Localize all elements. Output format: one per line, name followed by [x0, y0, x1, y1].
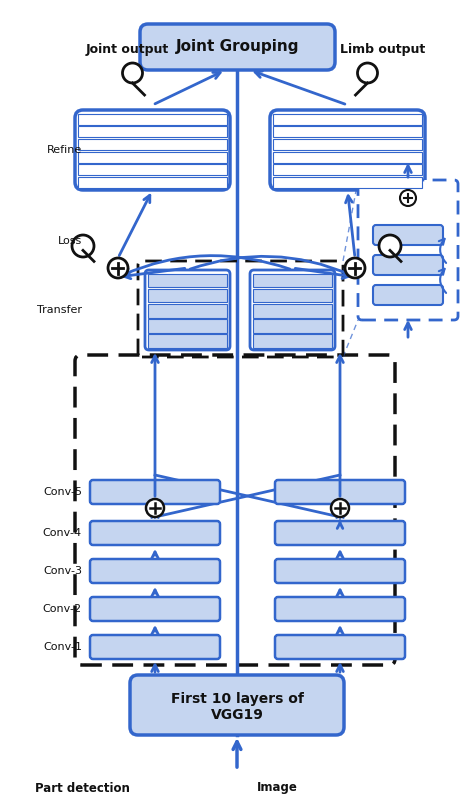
- Text: Conv-2: Conv-2: [43, 604, 82, 614]
- Text: Part detection: Part detection: [35, 782, 129, 795]
- FancyBboxPatch shape: [275, 521, 405, 545]
- Text: Conv-1: Conv-1: [43, 642, 82, 652]
- Text: Joint output: Joint output: [86, 44, 169, 57]
- Text: Conv-5: Conv-5: [43, 487, 82, 497]
- Bar: [253, 274, 332, 288]
- Text: Image: Image: [256, 782, 298, 795]
- FancyBboxPatch shape: [373, 225, 443, 245]
- Bar: [148, 319, 227, 333]
- Text: Joint Grouping: Joint Grouping: [176, 40, 299, 54]
- FancyBboxPatch shape: [90, 597, 220, 621]
- Bar: [253, 304, 332, 318]
- Bar: [273, 113, 422, 125]
- FancyBboxPatch shape: [270, 110, 425, 190]
- Circle shape: [357, 63, 377, 83]
- Circle shape: [122, 63, 143, 83]
- Circle shape: [331, 499, 349, 517]
- FancyBboxPatch shape: [75, 110, 230, 190]
- Circle shape: [379, 235, 401, 257]
- FancyBboxPatch shape: [358, 180, 458, 320]
- Text: Loss: Loss: [58, 236, 82, 246]
- Bar: [148, 274, 227, 288]
- FancyBboxPatch shape: [145, 270, 230, 350]
- Bar: [273, 177, 422, 188]
- Bar: [78, 139, 227, 150]
- FancyBboxPatch shape: [90, 480, 220, 504]
- Bar: [273, 151, 422, 163]
- Bar: [273, 139, 422, 150]
- Bar: [273, 126, 422, 138]
- Circle shape: [400, 190, 416, 206]
- Circle shape: [108, 258, 128, 278]
- Circle shape: [146, 499, 164, 517]
- Text: Conv-3: Conv-3: [43, 566, 82, 576]
- Circle shape: [345, 258, 365, 278]
- FancyBboxPatch shape: [275, 480, 405, 504]
- FancyBboxPatch shape: [373, 255, 443, 275]
- FancyBboxPatch shape: [90, 635, 220, 659]
- Text: VGG19: VGG19: [210, 708, 264, 722]
- Text: Refine: Refine: [47, 145, 82, 155]
- Bar: [253, 288, 332, 302]
- Bar: [253, 319, 332, 333]
- FancyBboxPatch shape: [140, 24, 335, 70]
- Bar: [253, 335, 332, 348]
- FancyBboxPatch shape: [90, 559, 220, 583]
- Bar: [78, 151, 227, 163]
- FancyBboxPatch shape: [90, 521, 220, 545]
- FancyBboxPatch shape: [275, 635, 405, 659]
- Bar: [78, 177, 227, 188]
- FancyBboxPatch shape: [373, 285, 443, 305]
- Bar: [148, 304, 227, 318]
- Bar: [78, 126, 227, 138]
- Bar: [78, 164, 227, 175]
- Text: Transfer: Transfer: [37, 305, 82, 315]
- FancyBboxPatch shape: [275, 559, 405, 583]
- Circle shape: [72, 235, 94, 257]
- Text: Limb output: Limb output: [340, 44, 425, 57]
- Bar: [78, 113, 227, 125]
- Bar: [148, 288, 227, 302]
- FancyBboxPatch shape: [250, 270, 335, 350]
- FancyBboxPatch shape: [130, 675, 344, 735]
- Bar: [273, 164, 422, 175]
- Text: Conv-4: Conv-4: [43, 528, 82, 538]
- Text: First 10 layers of: First 10 layers of: [171, 692, 303, 706]
- Bar: [148, 335, 227, 348]
- FancyBboxPatch shape: [275, 597, 405, 621]
